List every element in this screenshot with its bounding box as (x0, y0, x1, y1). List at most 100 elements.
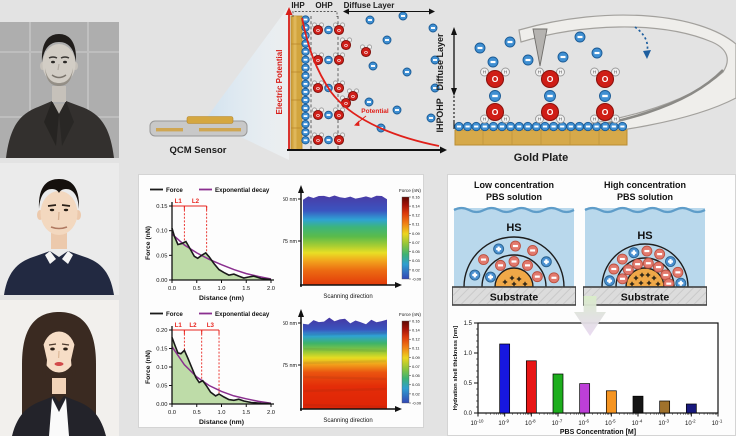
svg-text:Exponential decay: Exponential decay (215, 311, 270, 318)
svg-text:0.16: 0.16 (412, 318, 421, 323)
svg-text:0.12: 0.12 (412, 213, 421, 218)
svg-text:0.07: 0.07 (412, 240, 421, 245)
portrait-photo-1 (0, 22, 119, 158)
svg-text:0.00: 0.00 (156, 402, 167, 408)
svg-text:Scanning direction: Scanning direction (323, 418, 372, 424)
svg-text:H: H (614, 70, 617, 75)
svg-text:H: H (593, 117, 596, 122)
svg-text:O: O (547, 107, 554, 117)
svg-text:HS: HS (506, 222, 521, 234)
svg-text:10-2: 10-2 (685, 418, 696, 427)
svg-text:Distance (nm): Distance (nm) (199, 295, 244, 302)
svg-text:0.09: 0.09 (412, 231, 421, 236)
svg-text:H: H (559, 117, 562, 122)
svg-text:0.75 nm: 0.75 nm (283, 239, 298, 245)
diffuse-layer-ions: OO (347, 11, 440, 133)
portrait-2-illustration (0, 163, 119, 295)
shell-panel-content: Low concentration PBS solution HS Substrate (452, 180, 576, 306)
svg-text:L2: L2 (192, 198, 200, 205)
zone-brackets (292, 8, 435, 17)
svg-text:H: H (593, 70, 596, 75)
force-distance-chart-bottom: L1 L2 L3 0.00 0.05 0.10 0.15 0.20 0.0 0.5 1.0 1.5 2.… (145, 311, 275, 426)
ohp-zone-label: OHP (315, 1, 333, 10)
svg-text:0.14: 0.14 (412, 328, 421, 333)
structured-water-molecules: H HOH HOH HOH HOH HOH HO (480, 67, 620, 124)
svg-text:Substrate: Substrate (621, 292, 670, 304)
bar--8 (525, 360, 537, 414)
portrait-photo-2 (0, 163, 119, 295)
svg-text:H: H (504, 70, 507, 75)
potential-axis (285, 7, 293, 150)
svg-text:0.15: 0.15 (156, 347, 167, 353)
svg-text:10-8: 10-8 (525, 418, 536, 427)
svg-text:H: H (483, 117, 486, 122)
portrait-photo-3 (0, 300, 119, 436)
svg-text:PBS solution: PBS solution (617, 192, 673, 202)
diffuse-layer-depth-label: Diffuse Layer (435, 33, 445, 91)
svg-text:10-3: 10-3 (658, 418, 669, 427)
svg-text:0.0: 0.0 (168, 286, 176, 292)
svg-text:0.02: 0.02 (412, 391, 421, 396)
bar--3 (659, 400, 671, 414)
svg-text:Force: Force (166, 187, 183, 194)
svg-text:High concentration: High concentration (604, 180, 686, 190)
svg-text:H: H (483, 70, 486, 75)
svg-text:10-4: 10-4 (632, 418, 643, 427)
svg-text:0.05: 0.05 (412, 373, 421, 378)
svg-text:1.50 nm: 1.50 nm (283, 197, 298, 203)
svg-text:Force (nN): Force (nN) (145, 350, 152, 384)
svg-text:0.07: 0.07 (412, 364, 421, 369)
electric-potential-axis-label: Electric Potential (275, 50, 284, 115)
svg-text:1.5: 1.5 (242, 410, 250, 416)
ihp-zone-label: IHP (291, 1, 305, 10)
svg-text:0.75 nm: 0.75 nm (283, 363, 298, 369)
bar--6 (579, 383, 591, 414)
svg-text:10-10: 10-10 (470, 418, 484, 427)
svg-text:O: O (351, 94, 355, 100)
force-analysis-card: L1 L2 0.00 0.05 0.10 0.15 0.0 0.5 1.0 1.5 2.0 Dista… (138, 174, 424, 428)
heatmap-content: 1.50 nm 0.75 nm Scanning direction Force (n… (283, 309, 422, 424)
qcm-sensor (149, 116, 248, 137)
heatmap-content: 1.50 nm 0.75 nm Scanning direction Force (n… (283, 185, 422, 300)
potential-label-arrow (354, 115, 367, 126)
potential-curve-label: Potential (361, 108, 389, 115)
svg-text:PBS solution: PBS solution (486, 192, 542, 202)
force-distance-chart-top: L1 L2 0.00 0.05 0.10 0.15 0.0 0.5 1.0 1.5 2.0 Dista… (145, 187, 275, 302)
svg-text:O: O (337, 138, 341, 144)
depth-scale-axis (451, 27, 457, 129)
svg-text:0.05: 0.05 (156, 384, 167, 390)
svg-text:0.10: 0.10 (156, 365, 167, 371)
svg-text:0.11: 0.11 (412, 346, 420, 351)
svg-text:10-5: 10-5 (605, 418, 616, 427)
svg-text:O: O (337, 58, 341, 64)
svg-text:Force: Force (166, 311, 183, 318)
bar--2 (685, 403, 697, 414)
high-concentration-panel: High concentration PBS solution HS Substrat… (583, 180, 707, 306)
svg-text:O: O (492, 107, 499, 117)
svg-text:O: O (316, 138, 320, 144)
afm-tip (532, 28, 548, 67)
svg-text:O: O (337, 113, 341, 119)
svg-text:H: H (559, 70, 562, 75)
svg-text:0.0: 0.0 (168, 410, 176, 416)
bar--5 (605, 390, 617, 414)
svg-text:0.11: 0.11 (412, 222, 420, 227)
diffuse-ions (474, 31, 603, 68)
svg-text:0.5: 0.5 (464, 381, 473, 387)
bar--4 (632, 395, 644, 414)
svg-text:O: O (364, 50, 368, 56)
svg-text:1.50 nm: 1.50 nm (283, 321, 298, 327)
svg-text:L1: L1 (175, 322, 183, 329)
svg-text:0.15: 0.15 (156, 204, 167, 210)
gold-plate (454, 129, 628, 146)
svg-text:1.0: 1.0 (217, 286, 225, 292)
svg-text:Exponential decay: Exponential decay (215, 187, 270, 194)
potential-decay-curve (301, 17, 440, 147)
svg-text:Substrate: Substrate (490, 292, 539, 304)
force-chart-content: L1 L2 0.00 0.05 0.10 0.15 0.0 0.5 1.0 1.5 2.0 Dista… (145, 187, 275, 302)
portrait-3-illustration (0, 300, 119, 436)
svg-text:-0.00: -0.00 (412, 400, 422, 405)
bar-chart-content: 0.0 0.5 1.0 1.5 10-10 10-9 10-8 10-7 10-6 10-5 10-… (453, 321, 723, 436)
svg-text:0.14: 0.14 (412, 204, 421, 209)
svg-text:L2: L2 (189, 322, 197, 329)
